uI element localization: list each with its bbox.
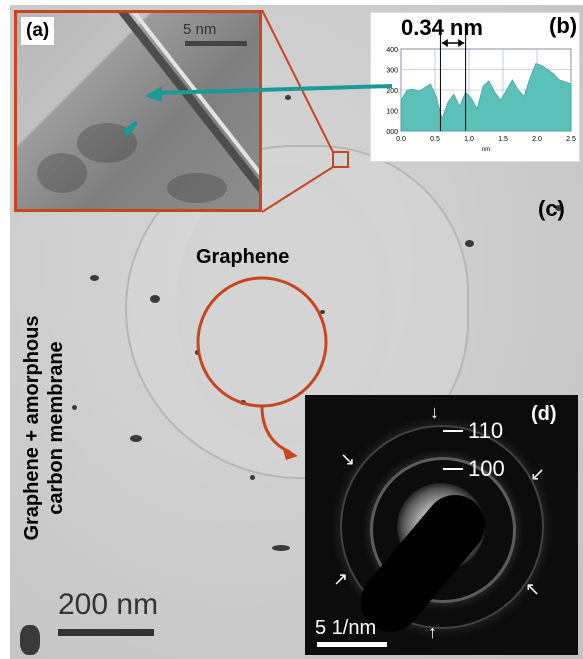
- particle: [195, 350, 200, 355]
- diffraction-ring: [340, 425, 544, 629]
- panel-b-label: (b): [549, 13, 578, 38]
- up-left-arrow-icon: ↖: [525, 579, 541, 599]
- membrane-label: Graphene + amorphous carbon membrane: [20, 278, 68, 578]
- texture-blob: [167, 173, 227, 203]
- down-arrow-icon: ↓: [430, 402, 439, 422]
- profile-x-tick-label: 1.5: [498, 136, 508, 143]
- profile-y-tick-label: 400: [386, 47, 398, 54]
- particle: [72, 405, 77, 410]
- profile-x-unit: nm: [482, 147, 490, 153]
- profile-x-tick-label: 2.0: [532, 136, 542, 143]
- particle: [320, 310, 325, 314]
- particle: [555, 205, 563, 211]
- particle: [90, 275, 99, 281]
- membrane-label-line2: carbon membrane: [45, 341, 67, 515]
- profile-y-tick-label: 100: [386, 109, 398, 116]
- scale-bar-c: [58, 629, 154, 636]
- profile-x-tick-label: 1.0: [464, 136, 474, 143]
- down-right-arrow-icon: ↘: [340, 449, 356, 469]
- profile-x-tick-label: 2.5: [566, 136, 576, 143]
- particle: [465, 240, 474, 247]
- particle: [20, 625, 40, 655]
- scale-bar-a: [185, 41, 247, 46]
- graphene-label: Graphene: [196, 246, 290, 268]
- profile-x-tick-label: 0.0: [396, 136, 406, 143]
- down-left-arrow-icon: ↙: [530, 464, 546, 484]
- index-100-tick: [443, 468, 463, 470]
- membrane-label-line1: Graphene + amorphous: [21, 315, 43, 541]
- up-right-arrow-icon: ↗: [333, 569, 349, 589]
- profile-y-tick-label: 000: [386, 129, 398, 136]
- index-110-label: 110: [468, 418, 504, 443]
- scale-bar-a-text: 5 nm: [183, 21, 217, 38]
- particle: [130, 435, 142, 442]
- inset-panel-b: 0.34 nm (b) 400 300 200 100 000 0.0 0.5 1.0 1.5 2…: [370, 12, 580, 162]
- profile-y-tick-label: 200: [386, 88, 398, 95]
- scale-bar-d: [317, 642, 387, 647]
- panel-d-label: (d): [531, 403, 557, 425]
- index-110-tick: [443, 430, 463, 432]
- particle: [272, 545, 290, 551]
- texture-blob: [37, 153, 87, 193]
- texture-blob: [77, 123, 137, 163]
- particle: [150, 295, 160, 303]
- diffraction-ring: [370, 457, 516, 603]
- panel-c-label: (c): [538, 196, 565, 221]
- profile-y-tick-label: 300: [386, 68, 398, 75]
- profile-area: [400, 63, 572, 132]
- inset-panel-a: (a) 5 nm: [14, 10, 262, 212]
- measure-arrow-right-icon: [458, 39, 465, 47]
- inset-panel-d: (d) 110 100 ↓ ↘ ↙ ↗ ↖ ↑ 5 1/nm: [305, 395, 578, 655]
- particle: [250, 475, 255, 480]
- up-arrow-icon: ↑: [428, 622, 437, 642]
- index-100-label: 100: [468, 456, 505, 481]
- scale-bar-c-text: 200 nm: [58, 588, 159, 621]
- measure-arrow-left-icon: [441, 39, 448, 47]
- profile-x-tick-label: 0.5: [430, 136, 440, 143]
- particle: [240, 400, 246, 405]
- particle: [285, 95, 291, 100]
- panel-a-label: (a): [21, 17, 55, 45]
- lattice-spacing-label: 0.34 nm: [401, 15, 483, 40]
- scale-bar-d-text: 5 1/nm: [315, 617, 377, 639]
